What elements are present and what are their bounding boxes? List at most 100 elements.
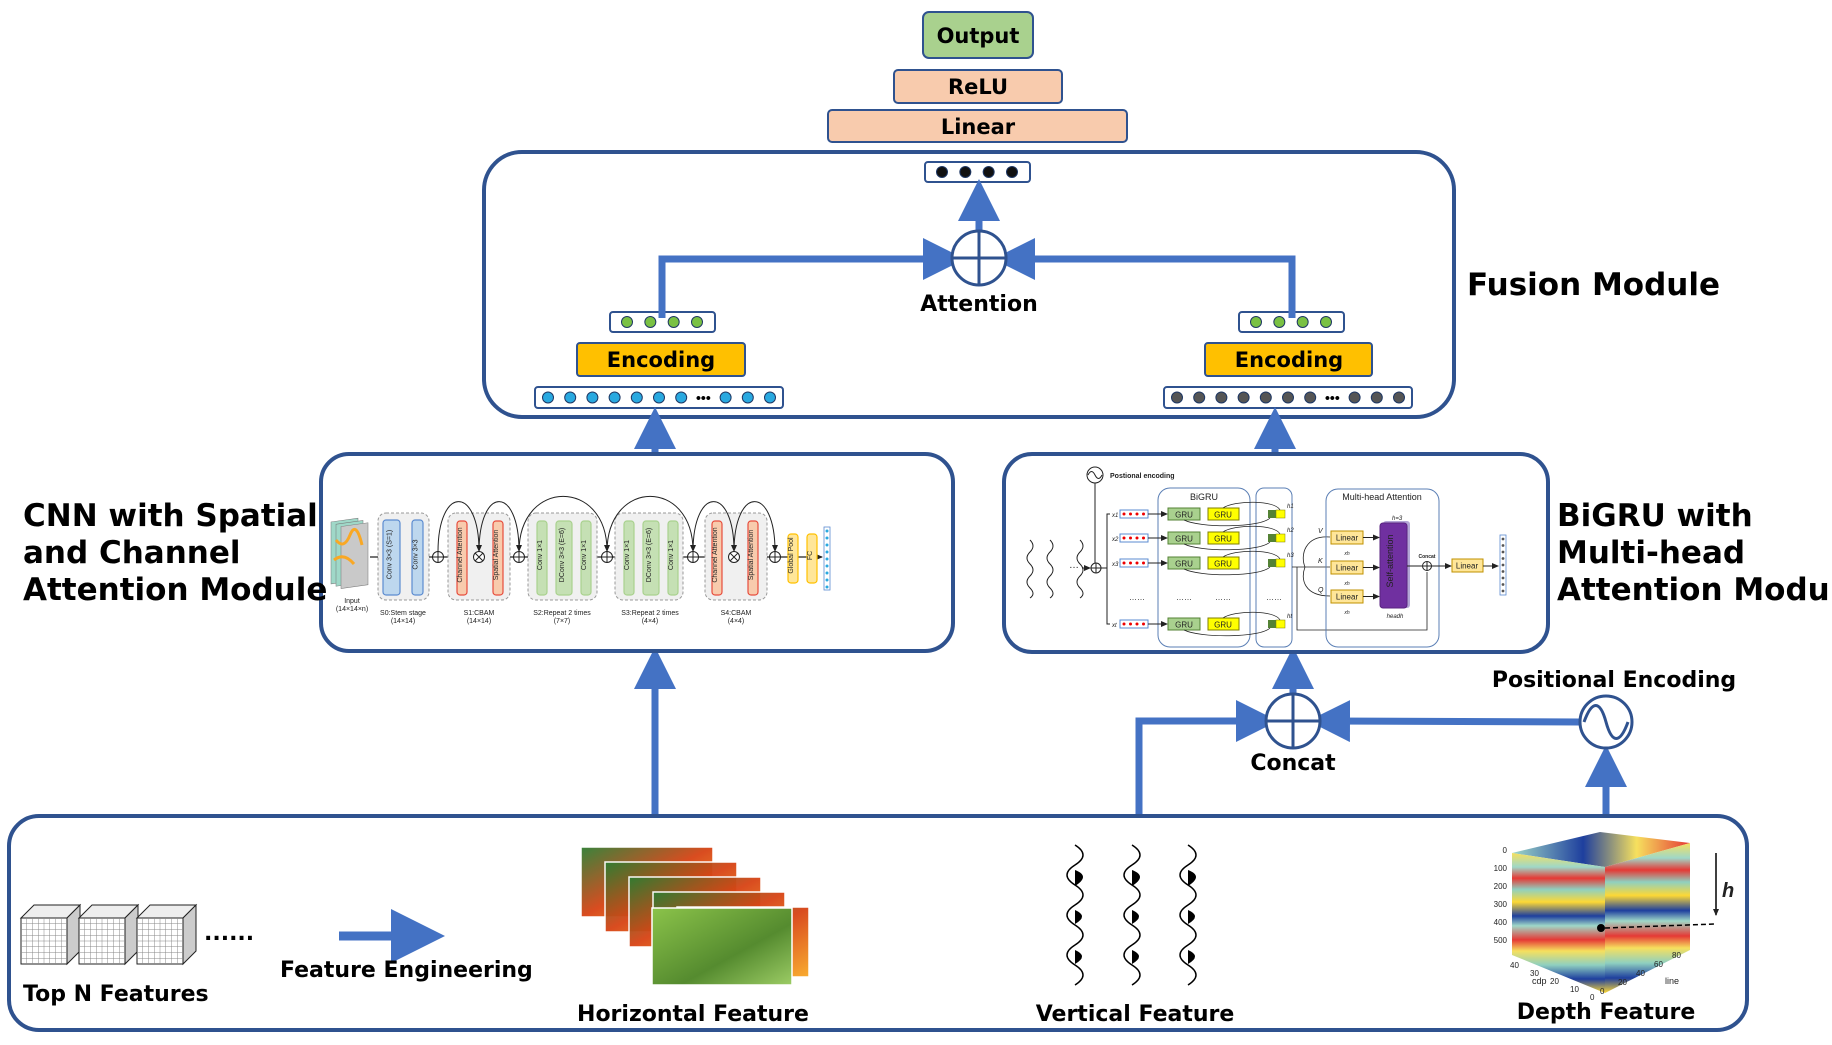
vector-dot xyxy=(982,166,995,178)
vector-dot xyxy=(741,391,754,404)
feature-engineering-label: Feature Engineering xyxy=(280,958,533,983)
stage-size-label: (7×7) xyxy=(554,618,571,625)
input-dot xyxy=(1135,561,1139,565)
x-input-label: xt xyxy=(1111,623,1117,629)
gru-label: GRU xyxy=(1175,511,1193,520)
multiply-icon-mark xyxy=(729,552,739,562)
multiply-icon-mark xyxy=(474,552,484,562)
svg-text:Attention Module: Attention Module xyxy=(1557,572,1832,608)
residual-add-icon-mark xyxy=(769,551,781,563)
hidden-backward xyxy=(1275,533,1286,543)
spatial-attention-block xyxy=(492,520,504,596)
row-ellipsis: …… xyxy=(1129,593,1145,602)
row-ellipsis: …… xyxy=(1215,593,1231,602)
input-dot xyxy=(1142,512,1145,516)
skip-connection-arc xyxy=(437,501,482,553)
fused-vector xyxy=(924,161,1031,183)
bigru-module-title: BiGRU with Multi-head Attention Module xyxy=(1557,498,1832,608)
qkv-label: K xyxy=(1318,558,1323,565)
right-fusion-arrow xyxy=(993,238,1296,318)
gru-connection xyxy=(1222,525,1281,535)
self-attention-label: Self-attention xyxy=(1385,534,1395,587)
cnn-module-title: CNN with Spatial and Channel Attention M… xyxy=(23,498,327,608)
depth-tick: 100 xyxy=(1494,864,1508,873)
line-tick: 40 xyxy=(1636,969,1645,978)
row-ellipsis: …… xyxy=(1266,593,1282,602)
depth-feature-label: Depth Feature xyxy=(1517,1000,1696,1025)
channel-attention-block xyxy=(456,520,468,596)
bigru-feature-vector: ••• xyxy=(1163,386,1413,409)
relu-label: ReLU xyxy=(948,75,1008,99)
vector-dot xyxy=(1393,391,1405,404)
input-dot xyxy=(1135,536,1139,540)
hidden-forward xyxy=(1268,510,1276,518)
qkv-label: Q xyxy=(1318,587,1324,594)
encoding-right: Encoding xyxy=(1204,342,1373,377)
cdp-tick: 20 xyxy=(1550,977,1559,986)
conv1-block xyxy=(623,520,635,596)
conv3-block xyxy=(411,519,424,596)
vertical-feature-traces xyxy=(1066,844,1197,986)
svg-text:CNN with Spatial: CNN with Spatial xyxy=(23,498,318,534)
input-dot xyxy=(1142,622,1145,626)
input-bracket xyxy=(1101,513,1110,625)
output-label: Output xyxy=(937,24,1020,48)
conv1-block-label: Conv 1×1 xyxy=(668,540,675,570)
trace-fill xyxy=(1188,870,1196,964)
cube-right-face xyxy=(1605,843,1690,993)
gru-connection xyxy=(1183,517,1271,527)
bigru-output-dot xyxy=(1501,557,1505,560)
cnn-output-dot xyxy=(825,578,829,582)
residual-add-icon-mark xyxy=(432,551,444,563)
input-dot xyxy=(1122,512,1126,516)
vector-dot xyxy=(1171,391,1183,404)
cdp-tick: 10 xyxy=(1570,985,1579,994)
fusion-module-title: Fusion Module xyxy=(1467,267,1720,303)
positional-encoding-label: Positional Encoding xyxy=(1492,668,1736,693)
relu-layer: ReLU xyxy=(893,69,1063,104)
line-tick: 20 xyxy=(1618,978,1627,987)
stage-size-label: (4×4) xyxy=(642,618,659,625)
encoding-left-label: Encoding xyxy=(607,348,715,372)
input-features-frame xyxy=(7,814,1749,1032)
skip-connection-arc xyxy=(606,495,696,553)
gru-label: GRU xyxy=(1175,621,1193,630)
input-dot xyxy=(1129,561,1132,565)
trace-fill xyxy=(1132,870,1140,964)
conv1-block-label: Conv 1×1 xyxy=(581,540,588,570)
xh-label: xh xyxy=(1343,551,1350,557)
input-label: Input xyxy=(344,598,360,605)
conv3-block-label: Conv 3×3 xyxy=(413,539,420,569)
linear-label: Linear xyxy=(1336,593,1359,602)
sine-wave xyxy=(1087,471,1103,479)
feature-cube xyxy=(19,903,82,966)
bigru-output-dot xyxy=(1501,576,1505,580)
encoding-right-label: Encoding xyxy=(1235,348,1343,372)
linear-layer: Linear xyxy=(827,109,1128,143)
input-dot xyxy=(1142,536,1145,540)
cdp-axis-label: cdp xyxy=(1532,976,1547,986)
vector-dot xyxy=(959,166,972,178)
horizontal-feature-maps xyxy=(580,846,810,986)
vector-dot xyxy=(1296,316,1309,328)
h-label: ht xyxy=(1287,614,1292,620)
gru-label: GRU xyxy=(1175,560,1193,569)
residual-add-icon-mark xyxy=(601,551,613,563)
gru-label: GRU xyxy=(1214,560,1232,569)
seismic-trace xyxy=(1066,844,1084,986)
cnn-output-dot xyxy=(825,564,829,568)
gru-connection xyxy=(1183,566,1271,576)
line-axis-label: line xyxy=(1665,976,1679,986)
output-linear-label: Linear xyxy=(1456,562,1479,571)
cnn-feature-vector: ••• xyxy=(534,386,784,409)
stage-label: S1:CBAM xyxy=(464,610,495,617)
skip-connection-arc xyxy=(692,501,737,553)
h-label: h3 xyxy=(1287,553,1294,559)
horizontal-feature-label: Horizontal Feature xyxy=(577,1002,809,1027)
spatial-attention-block-label: Spatial Attention xyxy=(748,530,755,581)
gru-label: GRU xyxy=(1214,621,1232,630)
stage-label: S4:CBAM xyxy=(721,610,752,617)
cnn-output-dot xyxy=(825,550,829,554)
vertical-to-concat-arrow xyxy=(1135,700,1278,816)
